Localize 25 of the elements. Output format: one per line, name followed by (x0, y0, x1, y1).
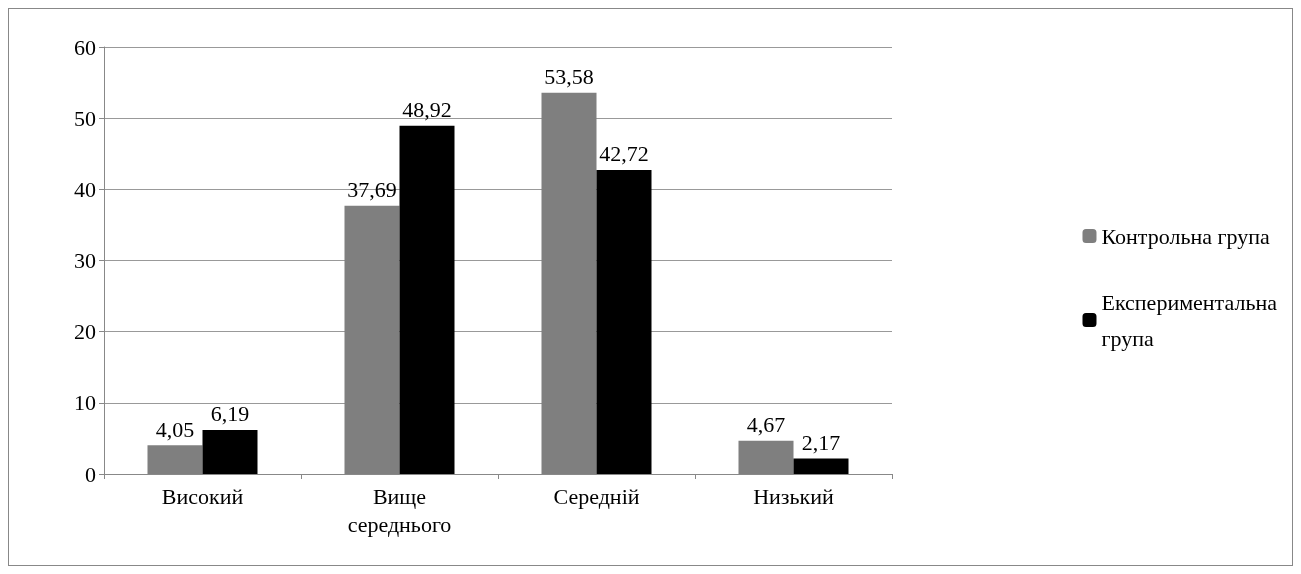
bar (793, 458, 849, 474)
bar (596, 169, 652, 474)
y-tick-label: 0 (85, 461, 96, 487)
legend-label: Контрольна група (1101, 223, 1270, 249)
data-label: 2,17 (801, 430, 841, 456)
bar (202, 429, 258, 474)
y-tick-label: 10 (74, 390, 96, 416)
y-tick-label: 40 (74, 176, 96, 202)
data-label: 4,67 (746, 412, 786, 438)
data-label: 6,19 (210, 401, 250, 427)
data-label: 42,72 (599, 141, 649, 167)
data-label: 53,58 (544, 64, 594, 90)
bar (399, 125, 455, 474)
y-tick-label: 50 (74, 105, 96, 131)
data-label: 37,69 (347, 177, 397, 203)
y-tick-label: 60 (74, 34, 96, 60)
x-tick-label: Середній (553, 483, 640, 509)
x-tick-label: Вище середнього (347, 483, 452, 537)
y-tick-label: 20 (74, 319, 96, 345)
data-label: 4,05 (155, 416, 195, 442)
y-tick-label: 30 (74, 248, 96, 273)
x-tick-label: Високий (161, 483, 244, 509)
legend-label: Експериментальна група (1101, 289, 1278, 351)
x-tick-label: Низький (753, 483, 835, 509)
data-label: 48,92 (402, 97, 452, 123)
